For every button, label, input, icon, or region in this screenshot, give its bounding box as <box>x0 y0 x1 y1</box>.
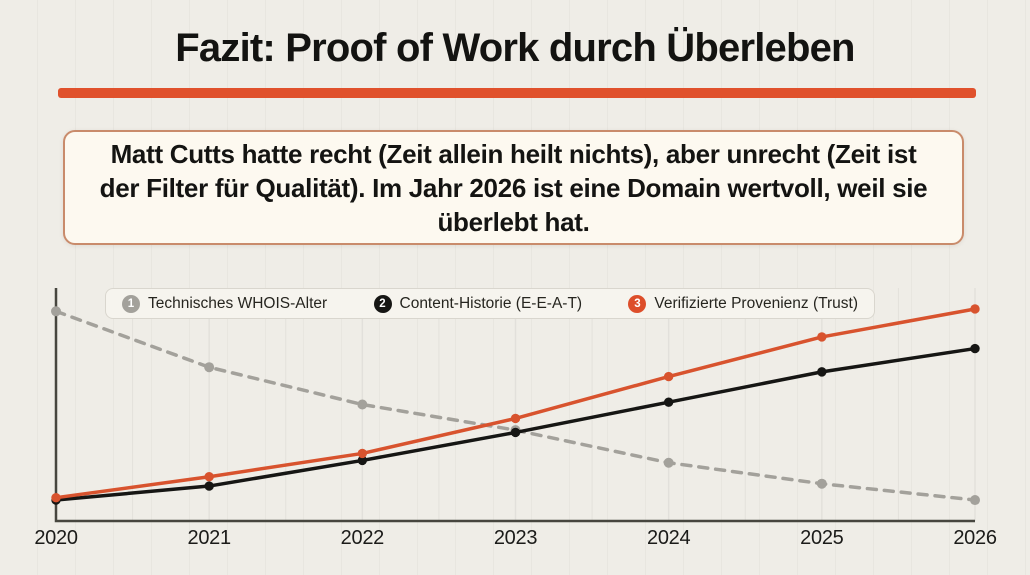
data-point <box>357 399 368 410</box>
title-divider-bar <box>58 88 976 98</box>
slide-title: Fazit: Proof of Work durch Überleben <box>175 26 855 70</box>
data-point <box>663 397 674 407</box>
chart-legend: 1 Technisches WHOIS-Alter 2 Content-Histori… <box>105 288 875 319</box>
data-point <box>51 306 61 317</box>
data-point <box>510 413 521 424</box>
legend-label: Verifizierte Provenienz (Trust) <box>654 294 858 312</box>
data-point <box>357 448 368 459</box>
data-point <box>204 481 214 491</box>
chart-axes <box>54 288 975 523</box>
data-point <box>663 371 674 382</box>
x-axis-label-2024: 2024 <box>647 527 691 549</box>
callout-box: Matt Cutts hatte recht (Zeit allein heil… <box>63 130 964 245</box>
callout-text: Matt Cutts hatte recht (Zeit allein heil… <box>99 138 928 237</box>
legend-number-badge: 1 <box>122 294 140 313</box>
data-point <box>970 495 980 506</box>
data-point <box>970 304 980 314</box>
legend-number-badge: 2 <box>373 294 392 313</box>
legend-item-2: 2 Content-Historie (E-E-A-T) <box>373 294 583 313</box>
data-point <box>970 343 980 354</box>
legend-item-3: 3 Verifizierte Provenienz (Trust) <box>628 294 858 313</box>
data-point <box>817 367 827 377</box>
legend-label: Content-Historie (E-E-A-T) <box>399 294 583 312</box>
x-axis-label-2023: 2023 <box>493 527 538 549</box>
legend-number-badge: 3 <box>628 294 647 313</box>
data-point <box>663 457 674 468</box>
legend-item-1: 1 Technisches WHOIS-Alter <box>122 294 328 313</box>
x-axis-label-2025: 2025 <box>800 527 844 549</box>
x-axis-label-2020: 2020 <box>34 527 78 549</box>
data-point <box>204 362 215 373</box>
data-point <box>817 332 827 342</box>
x-axis-label-2022: 2022 <box>340 527 385 549</box>
data-point <box>816 478 827 489</box>
legend-label: Technisches WHOIS-Alter <box>148 294 328 312</box>
x-axis-label-2021: 2021 <box>187 527 232 549</box>
x-axis-label-2026: 2026 <box>953 527 997 549</box>
data-point <box>357 455 368 466</box>
data-point <box>204 472 214 482</box>
data-point <box>51 493 61 503</box>
data-point <box>510 427 521 438</box>
